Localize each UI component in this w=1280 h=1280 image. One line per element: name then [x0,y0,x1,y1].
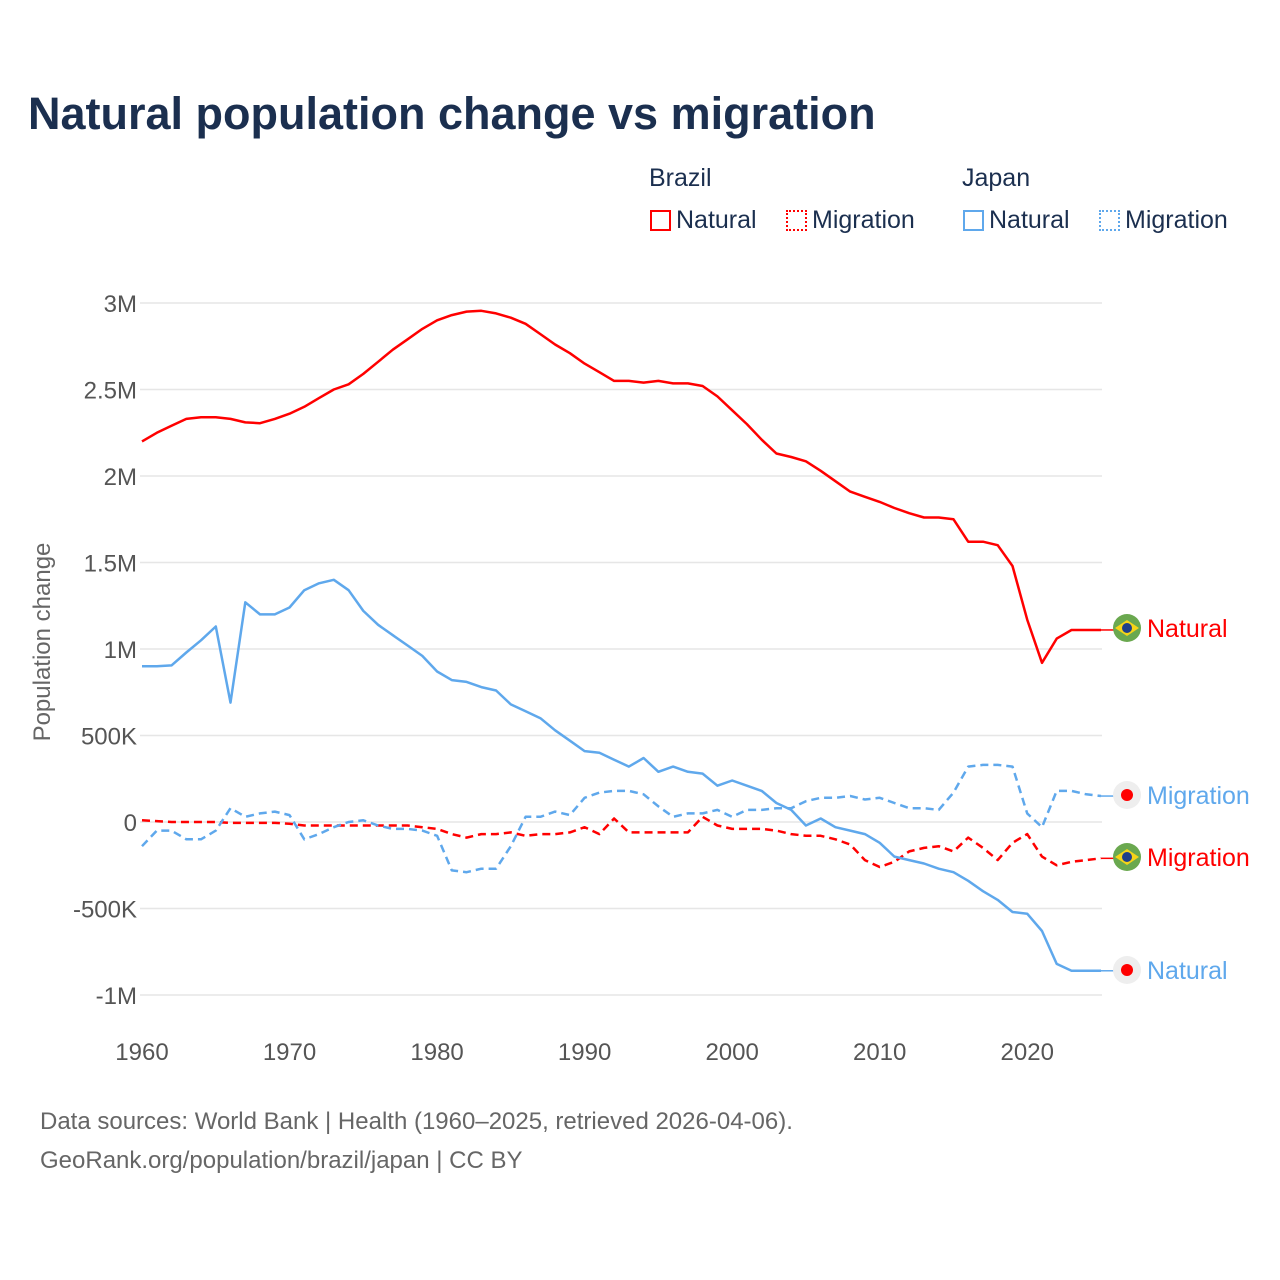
y-tick-label: 500K [81,724,137,751]
legend-group-japan: Japan [962,164,1031,192]
x-tick-label: 2020 [1001,1039,1054,1066]
legend-japan-natural[interactable]: Natural [963,206,1070,235]
legend-label: Natural [676,206,757,234]
y-tick-label: 2.5M [84,378,137,405]
legend-label: Migration [812,206,915,234]
series-line-japan-migration [141,763,1102,874]
end-label: Migration [1147,844,1250,872]
legend-brazil-natural[interactable]: Natural [650,206,757,235]
dotted-swatch-icon [1099,210,1120,231]
y-tick-label: 2M [104,464,137,491]
series-line-brazil-natural [141,309,1101,665]
footer-sources: Data sources: World Bank | Health (1960–… [40,1108,793,1135]
x-tick-label: 1980 [410,1039,463,1066]
end-label: Natural [1147,957,1228,985]
chart-title: Natural population change vs migration [28,88,876,139]
x-tick-label: 1990 [558,1039,611,1066]
flag-globe [1122,852,1132,862]
y-tick-label: 1M [104,637,137,664]
y-tick-label: 3M [104,291,137,318]
legend-label: Natural [989,206,1070,234]
x-tick-label: 1970 [263,1039,316,1066]
footer-link[interactable]: GeoRank.org/population/brazil/japan | CC… [40,1147,523,1174]
line-chart: 3M 2.5M 2M 1.5M 1M 500K 0 -500K -1M 1960 1970 1980 1… [29,291,1250,1066]
flag-sun [1121,964,1133,976]
end-label: Natural [1147,615,1228,643]
series-line-brazil-migration [141,815,1102,869]
y-tick-label: -1M [96,983,137,1010]
legend-brazil-migration[interactable]: Migration [786,206,915,235]
y-tick-label: -500K [73,897,137,924]
y-axis-label: Population change [29,543,56,742]
flag-globe [1122,623,1132,633]
flag-sun [1121,789,1133,801]
end-label: Migration [1147,782,1250,810]
y-tick-label: 1.5M [84,551,137,578]
dotted-swatch-icon [786,210,807,231]
x-tick-label: 2000 [705,1039,758,1066]
solid-swatch-icon [650,210,671,231]
legend-group-brazil: Brazil [649,164,712,192]
x-tick-label: 1960 [115,1039,168,1066]
legend-japan-migration[interactable]: Migration [1099,206,1228,235]
solid-swatch-icon [963,210,984,231]
x-tick-label: 2010 [853,1039,906,1066]
legend-label: Migration [1125,206,1228,234]
y-tick-label: 0 [124,810,137,837]
series-line-japan-natural [142,578,1101,973]
